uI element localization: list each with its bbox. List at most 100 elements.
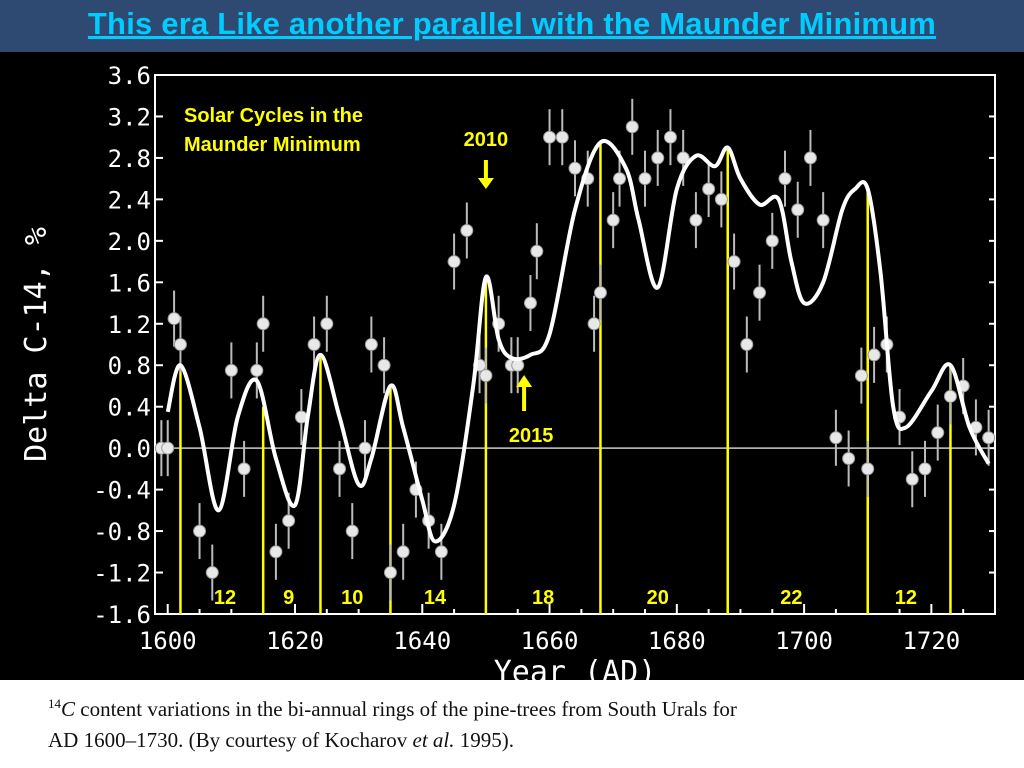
y-tick-label: 1.6 — [108, 269, 151, 297]
data-point — [842, 452, 856, 466]
y-axis-label: Delta C-14, % — [19, 227, 54, 462]
y-tick-label: 3.6 — [108, 62, 151, 90]
data-point — [651, 151, 665, 165]
y-tick-label: -1.2 — [93, 560, 151, 588]
data-point — [320, 317, 334, 331]
x-tick-label: 1640 — [393, 627, 451, 655]
y-tick-label: -1.6 — [93, 601, 151, 629]
data-point — [447, 255, 461, 269]
data-point — [753, 286, 767, 300]
caption-text: 14C content variations in the bi-annual … — [48, 688, 968, 756]
data-point — [867, 348, 881, 362]
data-point — [829, 431, 843, 445]
data-point — [714, 192, 728, 206]
data-point — [638, 172, 652, 186]
data-point — [861, 462, 875, 476]
y-tick-label: 2.8 — [108, 145, 151, 173]
cycle-length-label: 14 — [424, 587, 447, 609]
x-tick-label: 1700 — [775, 627, 833, 655]
data-point — [613, 172, 627, 186]
caption-panel: 14C content variations in the bi-annual … — [0, 680, 1024, 768]
x-tick-label: 1600 — [139, 627, 197, 655]
data-point — [663, 130, 677, 144]
arrow-up-icon — [516, 375, 533, 387]
data-point — [543, 130, 557, 144]
caption-superscript: 14 — [48, 696, 61, 711]
data-point — [931, 426, 945, 440]
data-point — [282, 514, 296, 528]
data-point — [702, 182, 716, 196]
y-tick-label: 0.0 — [108, 435, 151, 463]
data-point — [434, 545, 448, 559]
data-point — [224, 363, 238, 377]
data-point — [364, 338, 378, 351]
caption-line2b: 1995). — [454, 728, 515, 752]
x-tick-label: 1720 — [902, 627, 960, 655]
cycle-length-label: 12 — [214, 587, 236, 609]
data-point — [193, 524, 207, 538]
data-point — [237, 462, 251, 476]
cycle-length-label: 12 — [895, 587, 917, 609]
y-tick-label: 3.2 — [108, 103, 151, 131]
y-tick-label: 2.4 — [108, 186, 151, 214]
annotation-label: 2010 — [464, 129, 509, 151]
data-point — [530, 244, 544, 258]
data-point — [269, 545, 283, 559]
data-point — [587, 317, 601, 331]
caption-line2a: AD 1600–1730. (By courtesy of Kocharov — [48, 728, 413, 752]
caption-line1: content variations in the bi-annual ring… — [75, 697, 737, 721]
data-point — [606, 213, 620, 227]
cycle-length-label: 22 — [780, 587, 802, 609]
data-point — [173, 338, 187, 351]
y-tick-label: -0.8 — [93, 518, 151, 546]
inset-label-line: Solar Cycles in the — [184, 105, 363, 127]
data-point — [358, 441, 372, 455]
cycle-length-label: 20 — [647, 587, 669, 609]
data-point — [943, 389, 957, 403]
data-point — [905, 472, 919, 486]
smoothed-curve — [165, 139, 991, 544]
cycle-length-label: 9 — [283, 587, 294, 609]
data-point — [765, 234, 779, 248]
title-bar — [0, 0, 1024, 52]
data-point — [479, 369, 493, 383]
x-tick-label: 1620 — [266, 627, 324, 655]
data-point — [523, 296, 537, 310]
y-tick-label: -0.4 — [93, 477, 151, 505]
delta-c14-chart: 3.6 3.2 2.8 2.4 2.0 1.6 1.2 0.8 0.4 0.0 -0.4 -0.8 -1… — [19, 62, 996, 680]
x-axis-label: Year (AD) — [494, 655, 657, 680]
slide-title: This era Like another parallel with the … — [87, 6, 937, 41]
data-point — [333, 462, 347, 476]
data-point — [791, 203, 805, 217]
data-point — [250, 363, 264, 377]
data-point — [555, 130, 569, 144]
x-tick-label: 1680 — [648, 627, 706, 655]
data-point — [593, 286, 607, 300]
data-point — [727, 255, 741, 269]
caption-carbon: C — [61, 697, 76, 721]
data-point — [396, 545, 410, 559]
data-point — [460, 223, 474, 237]
cycle-length-label: 10 — [341, 587, 363, 609]
y-tick-label: 0.8 — [108, 352, 151, 380]
data-point — [740, 338, 754, 351]
cycle-length-label: 18 — [532, 587, 554, 609]
data-point — [803, 151, 817, 165]
data-point — [568, 161, 582, 175]
annotation-label: 2015 — [509, 425, 554, 447]
plot-frame — [154, 74, 996, 615]
y-tick-label: 2.0 — [108, 228, 151, 256]
data-point — [625, 120, 639, 134]
data-point — [918, 462, 932, 476]
data-point — [816, 213, 830, 227]
y-tick-label: 1.2 — [108, 311, 151, 339]
data-point — [345, 524, 359, 538]
data-point — [205, 566, 219, 580]
x-tick-label: 1660 — [521, 627, 579, 655]
data-point — [256, 317, 270, 331]
caption-et-al: et al. — [412, 728, 455, 752]
data-point — [676, 151, 690, 165]
data-point — [167, 312, 181, 326]
y-tick-label: 0.4 — [108, 394, 151, 422]
data-point — [307, 338, 321, 351]
